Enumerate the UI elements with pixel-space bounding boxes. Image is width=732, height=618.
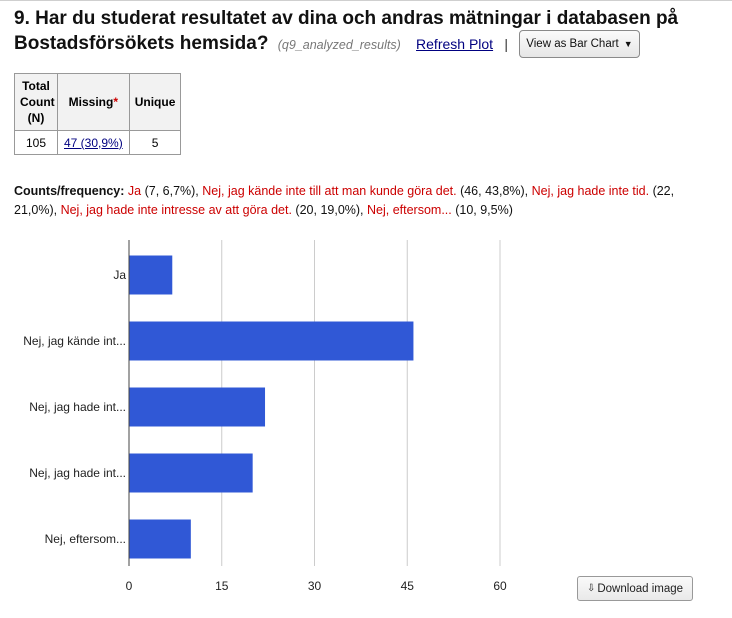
- x-tick-label: 30: [308, 579, 322, 593]
- variable-name: (q9_analyzed_results): [277, 38, 401, 52]
- download-image-button[interactable]: ⇩ Download image: [577, 576, 693, 601]
- count-item-name: Nej, jag hade inte intresse av att göra …: [60, 203, 292, 217]
- counts-label: Counts/frequency:: [14, 184, 125, 198]
- missing-value-cell: 47 (30,9%): [57, 130, 130, 155]
- missing-asterisk: *: [113, 95, 119, 109]
- x-tick-label: 15: [215, 579, 229, 593]
- download-icon: ⇩: [586, 583, 596, 594]
- view-as-select[interactable]: View as Bar Chart ▼: [519, 30, 640, 58]
- missing-header: Missing*: [57, 73, 130, 131]
- count-item-name: Nej, jag hade inte tid.: [531, 184, 650, 198]
- total-count-header: Total Count (N): [14, 73, 58, 131]
- count-item-detail: (46, 43,8%),: [456, 184, 532, 198]
- stats-value-row: 105 47 (30,9%) 5: [14, 130, 182, 155]
- count-item-name: Nej, eftersom...: [367, 203, 452, 217]
- count-item-detail: (20, 19,0%),: [291, 203, 367, 217]
- view-as-select-label: View as Bar Chart: [526, 38, 619, 50]
- question-text: 9. Har du studerat resultatet av dina oc…: [14, 8, 679, 54]
- count-item-detail: (7, 6,7%),: [141, 184, 203, 198]
- refresh-plot-link[interactable]: Refresh Plot: [416, 36, 494, 52]
- y-category-label: Nej, jag hade int...: [29, 400, 126, 414]
- count-item-detail: (10, 9,5%): [451, 203, 513, 217]
- stats-table: Total Count (N) Missing* Unique 105 47 (…: [14, 73, 182, 155]
- chevron-down-icon: ▼: [623, 39, 633, 49]
- x-tick-label: 45: [401, 579, 415, 593]
- missing-value-link[interactable]: 47 (30,9%): [64, 135, 123, 150]
- y-category-label: Nej, eftersom...: [45, 532, 126, 546]
- question-title: 9. Har du studerat resultatet av dina oc…: [14, 8, 726, 58]
- bar: [129, 321, 414, 361]
- unique-header: Unique: [128, 73, 182, 131]
- x-tick-label: 0: [126, 579, 133, 593]
- bar: [129, 255, 173, 295]
- count-item-name: Nej, jag kände inte till att man kunde g…: [202, 184, 457, 198]
- bar: [129, 453, 253, 493]
- stats-header-row: Total Count (N) Missing* Unique: [14, 73, 182, 131]
- y-category-label: Nej, jag hade int...: [29, 466, 126, 480]
- bar: [129, 519, 191, 559]
- counts-frequency: Counts/frequency: Ja (7, 6,7%), Nej, jag…: [14, 182, 719, 220]
- bar: [129, 387, 266, 427]
- bar-chart: 0 15 30 45 60 Ja Nej, jag kände int... Nej, jag…: [23, 240, 507, 593]
- count-item-detail: (22, 21,0%),: [14, 184, 675, 217]
- count-item-name: Ja: [127, 184, 142, 198]
- separator: |: [504, 36, 508, 52]
- top-divider: [0, 0, 732, 1]
- download-label: Download image: [597, 582, 684, 595]
- total-count-value: 105: [14, 130, 58, 155]
- y-category-label: Ja: [113, 268, 126, 282]
- y-category-label: Nej, jag kände int...: [23, 334, 126, 348]
- x-tick-label: 60: [493, 579, 507, 593]
- unique-value: 5: [128, 130, 182, 155]
